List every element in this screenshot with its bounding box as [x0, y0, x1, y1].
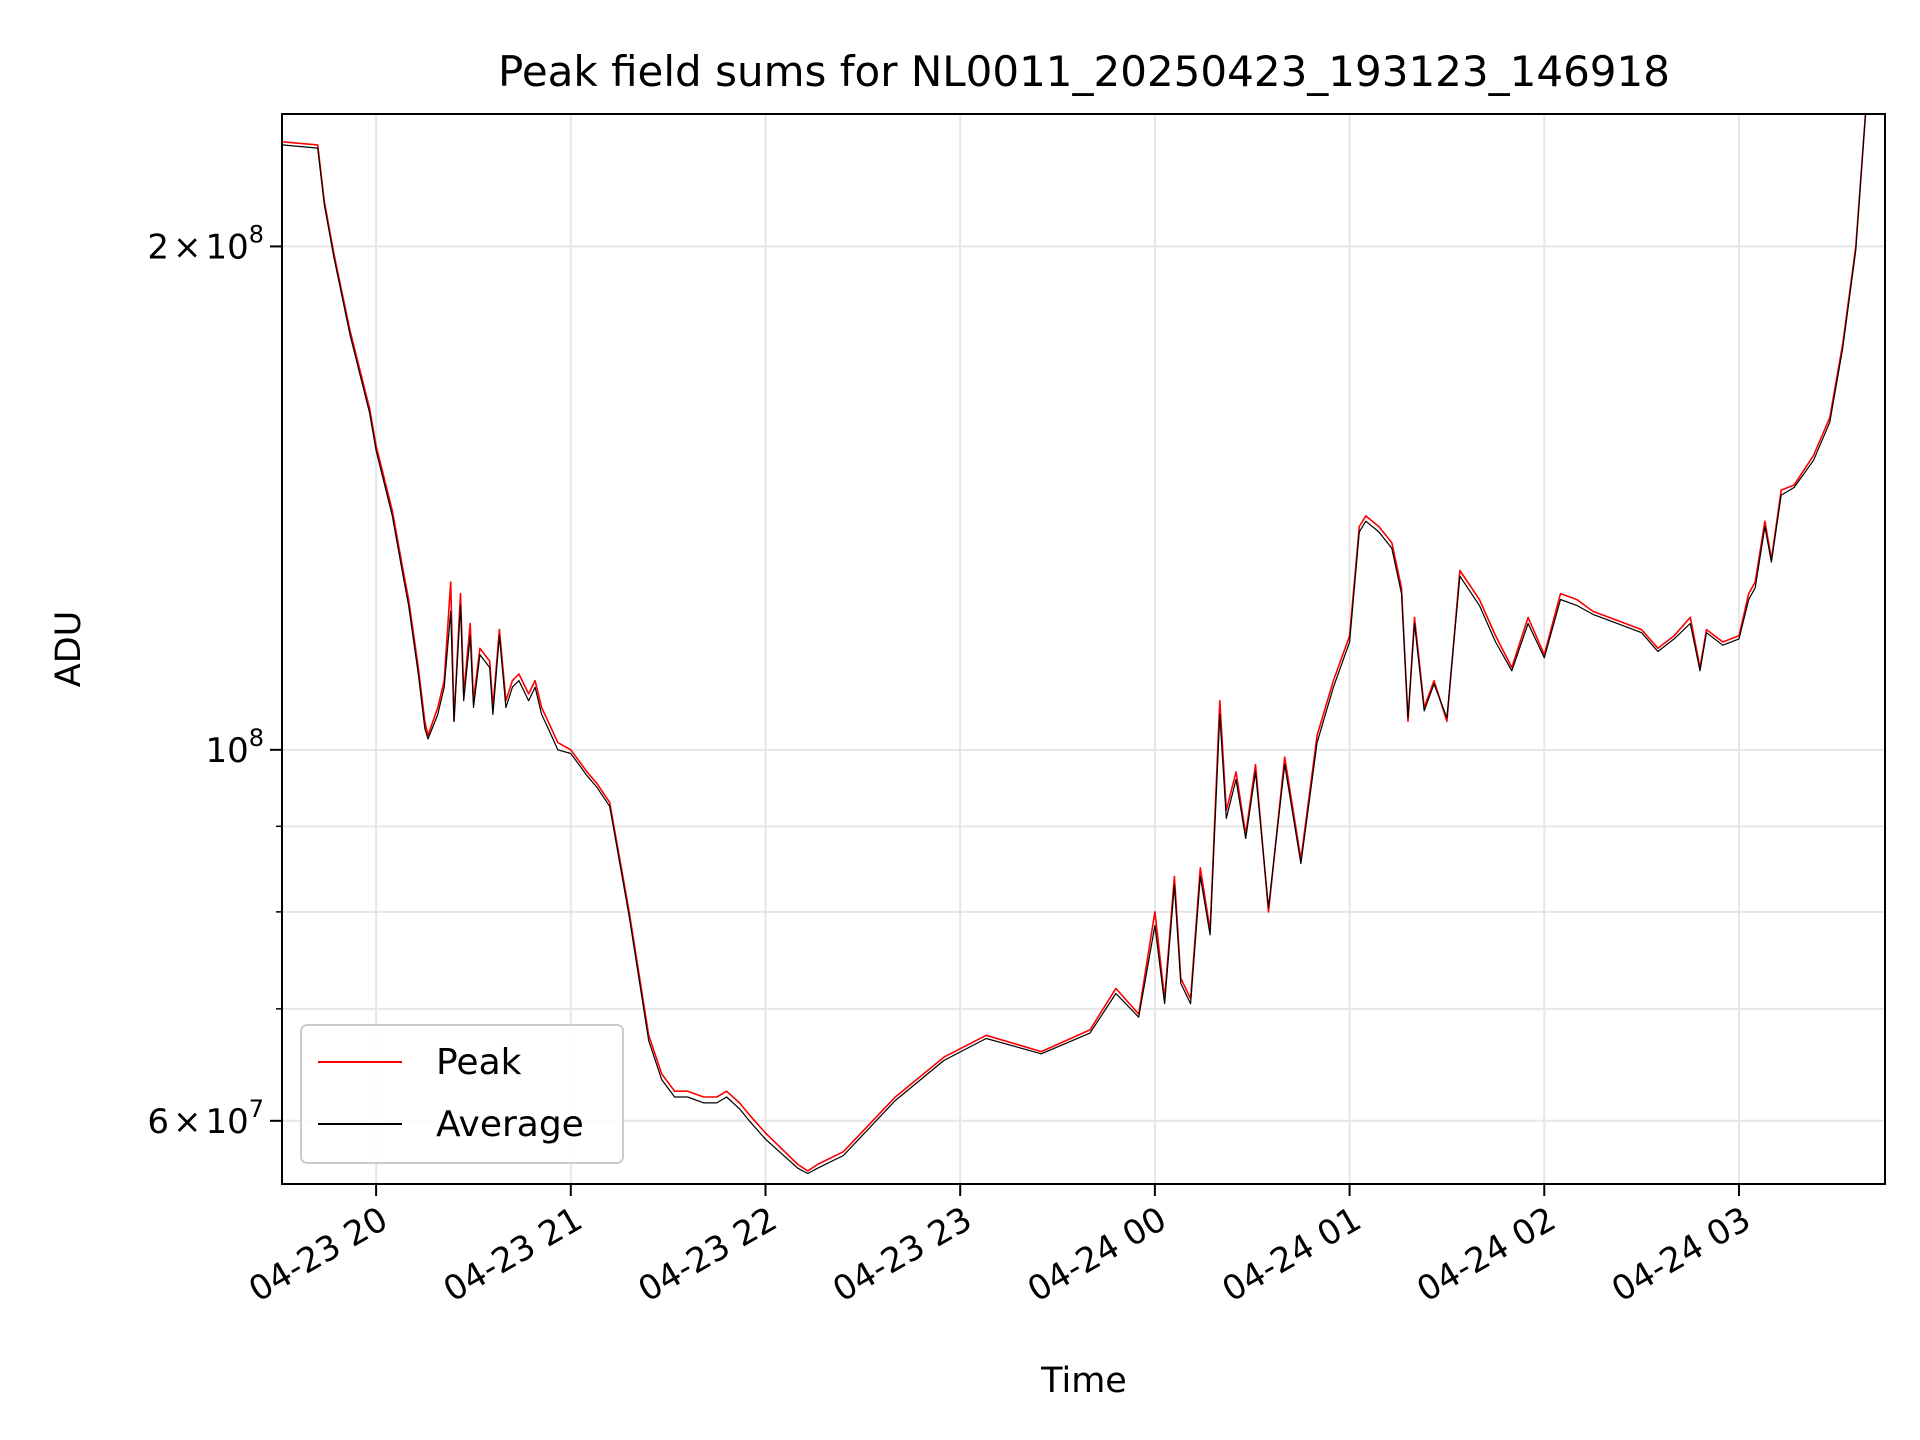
- legend: Peak Average: [300, 1024, 624, 1164]
- legend-box: [300, 1024, 624, 1164]
- y-axis-ticks: 2 × 108 108 6 × 107: [147, 220, 282, 1142]
- y-tick-label: 6 × 107: [147, 1095, 264, 1142]
- x-tick-label: 04-23 20: [242, 1199, 394, 1310]
- y-tick-label: 108: [205, 724, 264, 771]
- x-axis-ticks: 04-23 20 04-23 21 04-23 22 04-23 23 04-24 00…: [242, 1184, 1757, 1310]
- series-layer: [282, 114, 1867, 1175]
- axes-frame: [281, 113, 1886, 1185]
- legend-label-peak: Peak: [436, 1042, 522, 1083]
- y-axis-label: ADU: [49, 611, 89, 688]
- x-tick-label: 04-23 23: [826, 1199, 978, 1310]
- series-line-peak: [282, 114, 1867, 1172]
- x-axis-label: Time: [1040, 1361, 1127, 1401]
- chart-title: Peak field sums for NL0011_20250423_1931…: [498, 47, 1670, 96]
- plot-area: [282, 114, 1867, 1175]
- gridlines: [282, 114, 1885, 1184]
- x-tick-label: 04-23 22: [632, 1199, 784, 1310]
- legend-label-average: Average: [436, 1104, 584, 1145]
- x-tick-label: 04-24 01: [1216, 1199, 1368, 1310]
- x-tick-label: 04-24 03: [1605, 1199, 1757, 1310]
- x-tick-label: 04-24 00: [1021, 1199, 1173, 1310]
- x-tick-label: 04-24 02: [1410, 1199, 1562, 1310]
- x-tick-label: 04-23 21: [437, 1199, 589, 1310]
- series-line-average: [282, 114, 1867, 1175]
- y-tick-label: 2 × 108: [147, 220, 264, 267]
